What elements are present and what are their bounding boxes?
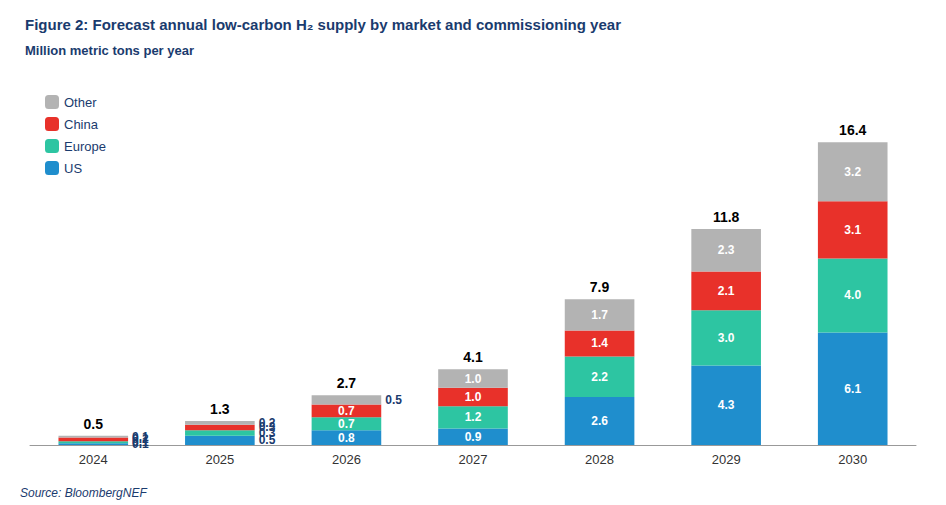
svg-text:0.5: 0.5 <box>258 433 276 448</box>
svg-text:4.0: 4.0 <box>844 288 861 302</box>
svg-text:2030: 2030 <box>838 452 867 467</box>
svg-text:0.5: 0.5 <box>84 416 104 432</box>
svg-text:2.7: 2.7 <box>337 375 357 391</box>
svg-text:2028: 2028 <box>585 452 614 467</box>
svg-text:3.1: 3.1 <box>844 223 861 237</box>
svg-text:2025: 2025 <box>205 452 234 467</box>
svg-text:Europe: Europe <box>64 139 106 154</box>
svg-text:2024: 2024 <box>79 452 108 467</box>
svg-text:Million metric tons per year: Million metric tons per year <box>25 43 194 58</box>
svg-text:0.2: 0.2 <box>259 416 276 430</box>
svg-text:0.5: 0.5 <box>385 393 402 407</box>
svg-text:0.8: 0.8 <box>338 431 355 445</box>
svg-text:0.7: 0.7 <box>338 404 355 418</box>
svg-text:2029: 2029 <box>712 452 741 467</box>
svg-text:4.1: 4.1 <box>463 349 483 365</box>
svg-text:1.2: 1.2 <box>465 410 482 424</box>
svg-text:2026: 2026 <box>332 452 361 467</box>
svg-text:0.9: 0.9 <box>465 430 482 444</box>
svg-text:US: US <box>64 161 82 176</box>
svg-text:3.0: 3.0 <box>718 331 735 345</box>
svg-text:1.4: 1.4 <box>591 336 608 350</box>
svg-text:China: China <box>64 117 99 132</box>
svg-text:1.0: 1.0 <box>465 372 482 386</box>
svg-text:2.2: 2.2 <box>591 370 608 384</box>
svg-text:Other: Other <box>64 95 97 110</box>
svg-text:2.6: 2.6 <box>591 414 608 428</box>
svg-text:1.7: 1.7 <box>591 308 608 322</box>
svg-text:2.1: 2.1 <box>718 284 735 298</box>
svg-text:0.7: 0.7 <box>338 417 355 431</box>
svg-text:3.2: 3.2 <box>844 165 861 179</box>
svg-text:Source: BloombergNEF: Source: BloombergNEF <box>20 486 147 500</box>
svg-text:7.9: 7.9 <box>590 279 610 295</box>
svg-text:1.3: 1.3 <box>210 401 230 417</box>
svg-text:1.0: 1.0 <box>465 390 482 404</box>
svg-text:Figure 2: Forecast annual low-: Figure 2: Forecast annual low-carbon H₂ … <box>25 16 621 33</box>
svg-text:6.1: 6.1 <box>844 382 861 396</box>
svg-text:0.1: 0.1 <box>132 430 149 444</box>
svg-text:11.8: 11.8 <box>713 209 740 225</box>
svg-text:2027: 2027 <box>459 452 488 467</box>
svg-text:4.3: 4.3 <box>718 398 735 412</box>
svg-text:2.3: 2.3 <box>718 243 735 257</box>
svg-text:16.4: 16.4 <box>839 122 866 138</box>
